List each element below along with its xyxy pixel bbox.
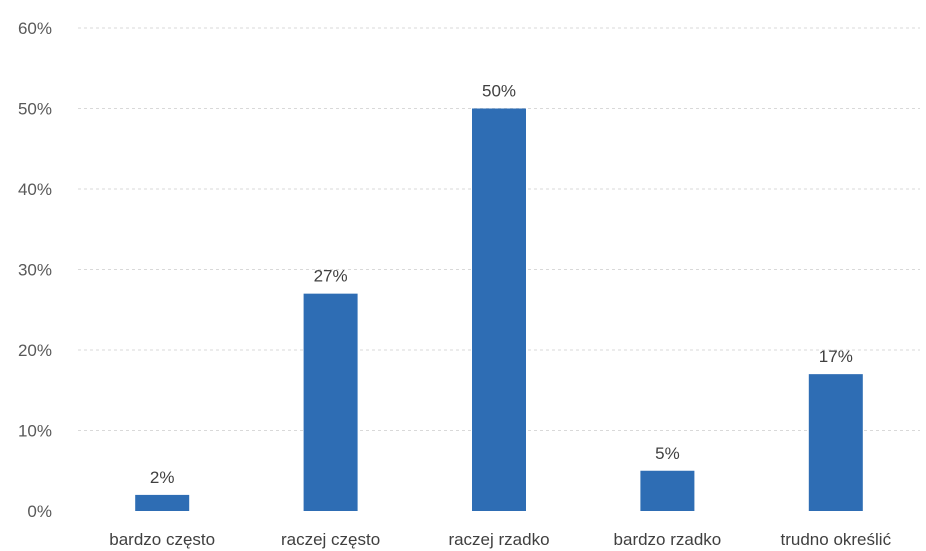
y-tick-label: 60% — [18, 19, 52, 38]
y-tick-label: 40% — [18, 180, 52, 199]
bar — [472, 108, 526, 511]
bar — [808, 374, 863, 511]
y-tick-label: 20% — [18, 341, 52, 360]
y-tick-label: 0% — [27, 502, 52, 521]
data-label: 2% — [150, 468, 175, 487]
bars — [135, 108, 863, 511]
x-axis-category-labels: bardzo często raczej często raczej rzadko b… — [109, 530, 891, 549]
data-label: 50% — [482, 82, 516, 101]
y-tick-label: 30% — [18, 261, 52, 280]
category-label: raczej rzadko — [448, 530, 549, 549]
category-label: bardzo często — [109, 530, 215, 549]
bar — [135, 494, 190, 511]
bar — [303, 293, 358, 511]
y-tick-label: 50% — [18, 100, 52, 119]
data-labels: 2% 27% 50% 5% 17% — [150, 82, 853, 487]
category-label: raczej często — [281, 530, 380, 549]
y-tick-label: 10% — [18, 422, 52, 441]
data-label: 5% — [655, 444, 680, 463]
category-label: bardzo rzadko — [614, 530, 722, 549]
data-label: 27% — [314, 267, 348, 286]
bar — [640, 470, 695, 511]
category-label: trudno określić — [781, 530, 892, 549]
y-axis-tick-labels: 0% 10% 20% 30% 40% 50% 60% — [18, 19, 52, 521]
data-label: 17% — [819, 347, 853, 366]
